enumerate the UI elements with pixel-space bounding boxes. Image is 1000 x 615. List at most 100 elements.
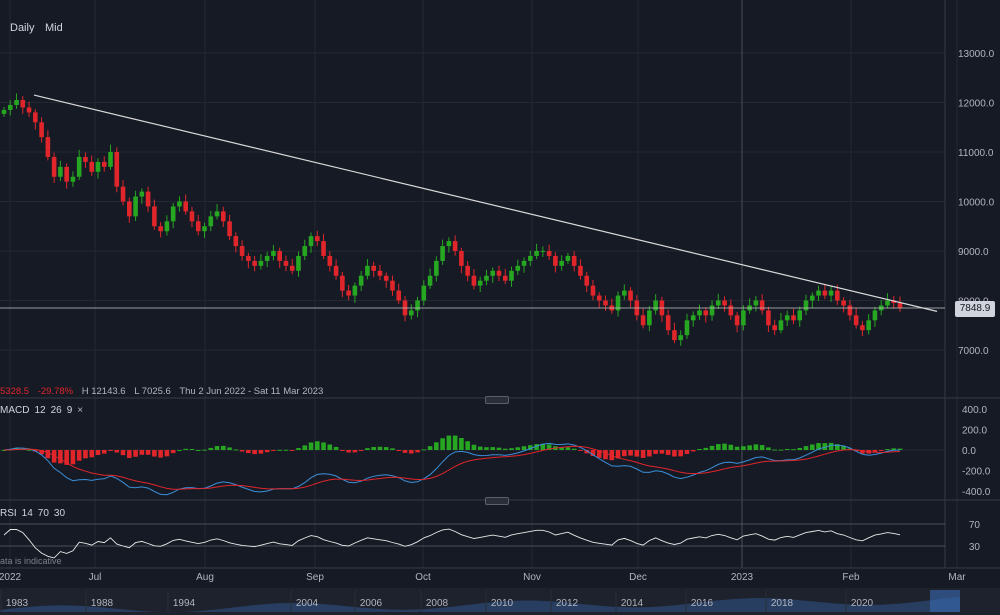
close-icon[interactable]: × — [77, 405, 84, 416]
candle-body — [214, 211, 220, 217]
candle-body — [647, 310, 652, 326]
pane-resize-handle-rsi[interactable] — [485, 497, 509, 505]
x-tick-label: Sep — [306, 572, 324, 583]
candle-body — [741, 310, 746, 326]
candle-body — [421, 285, 427, 301]
candle-body — [791, 315, 796, 321]
macd-histogram-bar — [70, 450, 76, 465]
candle-body — [195, 221, 201, 232]
candle-body — [340, 275, 345, 291]
trendline — [33, 94, 938, 312]
candle-body — [139, 191, 145, 197]
macd-histogram-bar — [214, 446, 220, 450]
candle-body — [803, 300, 809, 311]
rsi-line — [3, 528, 901, 559]
macd-histogram-bar — [891, 448, 897, 450]
daily-button[interactable]: Daily — [4, 18, 41, 38]
candle-body — [108, 152, 113, 167]
macd-histogram-bar — [878, 450, 884, 451]
candle-body — [596, 295, 602, 301]
candle-body — [615, 295, 621, 311]
macd-histogram-bar — [609, 450, 615, 461]
candle-body — [120, 186, 126, 202]
candle-body — [553, 255, 558, 266]
change-value: 5328.5 — [0, 386, 30, 397]
macd-histogram-bar — [333, 446, 339, 450]
macd-histogram-bar — [158, 450, 163, 458]
candle-body — [58, 166, 63, 177]
candle-body — [885, 300, 890, 306]
candle-body — [371, 265, 376, 271]
candle-body — [502, 275, 508, 281]
macd-histogram-bar — [822, 443, 828, 450]
macd-histogram-bar — [653, 450, 658, 454]
macd-histogram-bar — [221, 445, 226, 450]
candle-body — [390, 280, 395, 291]
pane-resize-handle-macd[interactable] — [485, 396, 509, 404]
candle-body — [603, 300, 608, 306]
macd-histogram-bar — [759, 445, 765, 450]
date-range: Thu 2 Jun 2022 - Sat 11 Mar 2023 — [179, 386, 324, 397]
candle-body — [51, 156, 57, 177]
candle-body — [145, 191, 151, 207]
candle-body — [252, 260, 257, 266]
macd-histogram-bar — [321, 442, 326, 450]
macd-histogram-bar — [177, 449, 182, 451]
candle-body — [459, 251, 464, 266]
candle-body — [584, 275, 590, 286]
macd-histogram-bar — [383, 447, 389, 450]
macd-histogram-bar — [722, 443, 727, 450]
macd-histogram-bar — [853, 450, 859, 452]
macd-histogram-bar — [452, 435, 458, 450]
macd-histogram-bar — [421, 449, 427, 451]
macd-histogram-bar — [803, 446, 809, 450]
candle-body — [452, 241, 458, 251]
candle-body — [289, 265, 295, 271]
macd-histogram-bar — [39, 450, 44, 455]
candle-body — [434, 260, 439, 276]
candle-body — [766, 310, 771, 326]
candle-body — [816, 290, 821, 296]
macd-histogram-bar — [227, 447, 232, 450]
rsi-tick-label: 70 — [969, 520, 981, 531]
macd-histogram-bar — [108, 450, 113, 451]
macd-histogram-bar — [615, 450, 621, 459]
x-tick-label: 2023 — [731, 572, 754, 583]
candle-body — [797, 310, 803, 321]
macd-histogram-bar — [703, 447, 709, 450]
candle-body — [778, 320, 784, 331]
macd-name: MACD — [0, 405, 30, 416]
candle-body — [521, 260, 527, 266]
macd-histogram-bar — [734, 446, 740, 450]
candle-body — [33, 112, 38, 123]
candle-body — [302, 246, 308, 256]
navigator-year-label: 2012 — [556, 598, 579, 609]
x-tick-label: Aug — [196, 572, 214, 583]
candle-body — [327, 255, 333, 266]
navigator-year-label: 2010 — [491, 598, 514, 609]
macd-signal: 9 — [66, 405, 73, 416]
macd-histogram-bar — [484, 447, 489, 450]
macd-histogram-bar — [377, 446, 383, 450]
candle-body — [515, 265, 521, 271]
navigator-year-label: 2020 — [851, 598, 874, 609]
macd-histogram-bar — [440, 438, 445, 450]
macd-histogram-bar — [791, 449, 796, 451]
macd-histogram-bar — [690, 450, 696, 452]
candle-body — [277, 251, 282, 261]
candle-body — [590, 285, 596, 296]
candle-body — [76, 156, 82, 177]
mid-button[interactable]: Mid — [39, 18, 69, 38]
macd-histogram-bar — [515, 447, 521, 450]
macd-histogram-bar — [26, 449, 32, 451]
change-percent: -29.78% — [37, 386, 74, 397]
candle-body — [26, 107, 32, 113]
macd-histogram-bar — [189, 448, 195, 450]
price-tag: 7848.9 — [955, 301, 995, 317]
macd-histogram-bar — [246, 450, 251, 454]
macd-histogram-bar — [390, 448, 395, 450]
macd-histogram-bar — [565, 447, 571, 450]
candle-body — [571, 255, 577, 266]
candle-body — [490, 270, 496, 276]
